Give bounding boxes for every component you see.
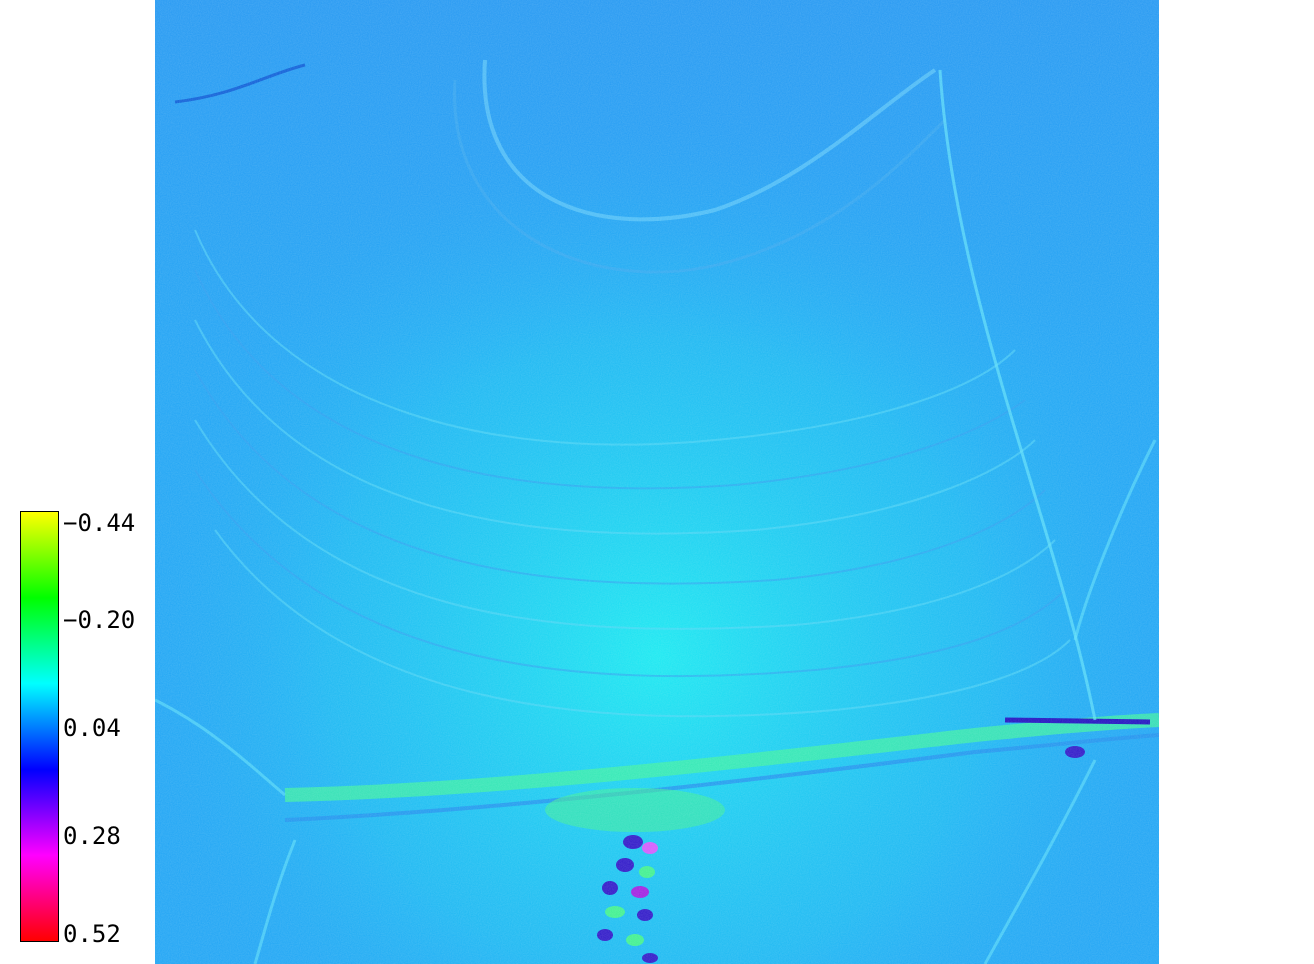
colorbar <box>20 511 59 942</box>
colorbar-tick-label: −0.44 <box>63 509 136 537</box>
surface-grain <box>155 0 1159 964</box>
colorbar-tick-label: 0.04 <box>63 714 121 742</box>
colorbar-tick-label: 0.28 <box>63 822 121 850</box>
shaded-relief-map <box>155 0 1159 964</box>
colorbar-tick-label: 0.52 <box>63 920 121 948</box>
colorbar-tick-label: −0.20 <box>63 606 136 634</box>
